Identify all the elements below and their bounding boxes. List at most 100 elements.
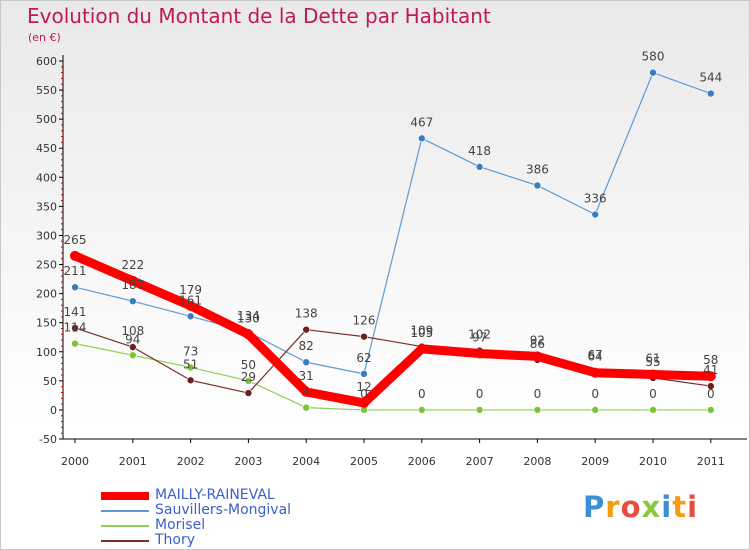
series-line-0: [70, 251, 716, 408]
legend-swatch: [101, 540, 149, 542]
data-point: [244, 389, 253, 397]
x-tick-label: 2000: [61, 455, 89, 468]
data-label: 64: [588, 350, 603, 364]
data-label: 0: [649, 387, 657, 401]
data-point: [649, 68, 657, 77]
legend-label: Thory: [155, 532, 196, 548]
data-point: [71, 324, 79, 332]
data-point: [129, 351, 137, 360]
data-point: [301, 386, 312, 397]
data-label: 58: [703, 353, 718, 367]
data-label: 73: [183, 344, 198, 358]
data-label: 580: [642, 50, 665, 64]
data-point: [533, 406, 542, 414]
data-point: [70, 250, 80, 261]
data-label: 141: [64, 305, 87, 319]
x-tick-label: 2002: [177, 455, 205, 468]
data-label: 187: [121, 278, 144, 292]
data-label: 0: [534, 387, 542, 401]
legend-swatch: [101, 492, 149, 500]
data-label: 86: [530, 337, 545, 351]
data-label: 161: [179, 293, 202, 307]
data-label: 0: [591, 387, 599, 401]
data-point: [591, 210, 600, 219]
y-tick-label: 0: [50, 404, 57, 417]
chart-title: Evolution du Montant de la Dette par Hab…: [27, 4, 491, 28]
data-label: 544: [699, 71, 722, 85]
data-point: [417, 406, 426, 414]
legend-label: Morisel: [155, 517, 206, 533]
data-label: 179: [179, 283, 202, 297]
x-tick-label: 2005: [350, 455, 378, 468]
x-tick-label: 2008: [523, 455, 551, 468]
data-label: 134: [237, 309, 260, 323]
data-point: [360, 332, 368, 341]
x-tick-label: 2003: [234, 455, 262, 468]
data-label: 29: [241, 370, 256, 384]
y-tick-label: 300: [36, 229, 57, 242]
data-point: [186, 376, 195, 385]
data-label: 211: [64, 264, 87, 278]
data-point: [71, 283, 79, 292]
data-point: [129, 297, 137, 305]
x-tick-label: 2011: [697, 455, 725, 468]
data-label: 4: [302, 385, 310, 399]
y-tick-label: 550: [36, 84, 57, 97]
data-point: [475, 163, 484, 171]
data-point: [186, 312, 195, 321]
data-label: 467: [410, 115, 433, 129]
data-point: [360, 370, 368, 378]
data-point: [417, 134, 426, 143]
x-tick-label: 2004: [292, 455, 320, 468]
data-label: 31: [299, 369, 314, 383]
proxiti-logo: Proxiti: [583, 490, 699, 524]
y-tick-label: 50: [43, 375, 57, 388]
data-point: [359, 397, 369, 408]
data-label: 82: [299, 339, 314, 353]
data-label: 0: [707, 387, 715, 401]
data-label: 130: [237, 311, 260, 325]
legend-label: Sauvillers-Mongival: [155, 502, 292, 518]
data-label: 102: [468, 328, 491, 342]
chart-subtitle: (en €): [28, 31, 61, 44]
data-label: 50: [241, 358, 256, 372]
series-line-1: [74, 72, 712, 375]
y-tick-label: 250: [36, 259, 57, 272]
y-tick-label: 200: [36, 288, 57, 301]
series-line-2: [74, 343, 712, 411]
data-label: 108: [121, 324, 144, 338]
data-point: [706, 89, 715, 98]
data-point: [474, 348, 485, 359]
data-label: 386: [526, 162, 549, 176]
x-tick-label: 2006: [408, 455, 436, 468]
data-label: 62: [356, 351, 371, 365]
data-point: [649, 406, 657, 414]
data-label: 12: [356, 380, 371, 394]
data-point: [71, 339, 79, 348]
data-label: 265: [64, 233, 87, 247]
data-label: 55: [645, 355, 660, 369]
y-tick-label: 600: [36, 55, 57, 68]
legend-label: MAILLY-RAINEVAL: [155, 487, 275, 503]
data-point: [302, 325, 311, 334]
data-label: 94: [125, 332, 140, 346]
y-tick-label: 450: [36, 142, 57, 155]
y-tick-label: 350: [36, 200, 57, 213]
data-point: [590, 367, 601, 378]
x-tick-label: 2007: [466, 455, 494, 468]
data-point: [186, 363, 195, 372]
data-point: [648, 369, 658, 380]
data-point: [244, 377, 253, 385]
data-label: 97: [472, 331, 487, 345]
data-label: 61: [645, 351, 660, 365]
data-point: [127, 275, 138, 286]
data-point: [591, 406, 600, 414]
x-tick-label: 2009: [581, 455, 609, 468]
data-label: 105: [410, 326, 433, 340]
y-tick-label: 100: [36, 346, 57, 359]
data-point: [532, 351, 543, 362]
legend-swatch: [101, 525, 149, 527]
x-tick-label: 2010: [639, 455, 667, 468]
